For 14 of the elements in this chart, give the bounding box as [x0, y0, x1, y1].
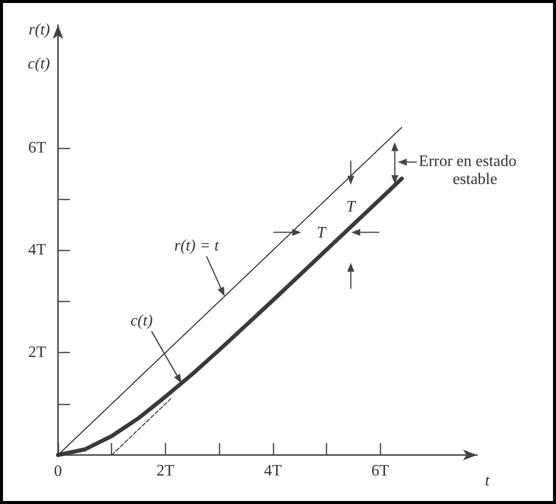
x-tick-label: 6T [371, 462, 390, 480]
annotation: T [316, 224, 327, 242]
annotation: T [346, 198, 356, 216]
y-axis-title: r(t) c(t) [28, 22, 50, 72]
y-tick-label: 6T [28, 139, 46, 156]
x-tick-label: 0 [54, 463, 62, 480]
y-tick-label: 4T [28, 242, 46, 259]
x-tick-label: 2T [156, 462, 175, 480]
x-tick-label: 4T [264, 462, 282, 480]
annotation: c(t) [130, 312, 153, 330]
x-axis-title: t [485, 472, 490, 490]
annotation: r(t) = t [174, 237, 220, 254]
annotation: Error en estado estable [418, 153, 517, 188]
y-tick-label: 2T [28, 344, 46, 362]
